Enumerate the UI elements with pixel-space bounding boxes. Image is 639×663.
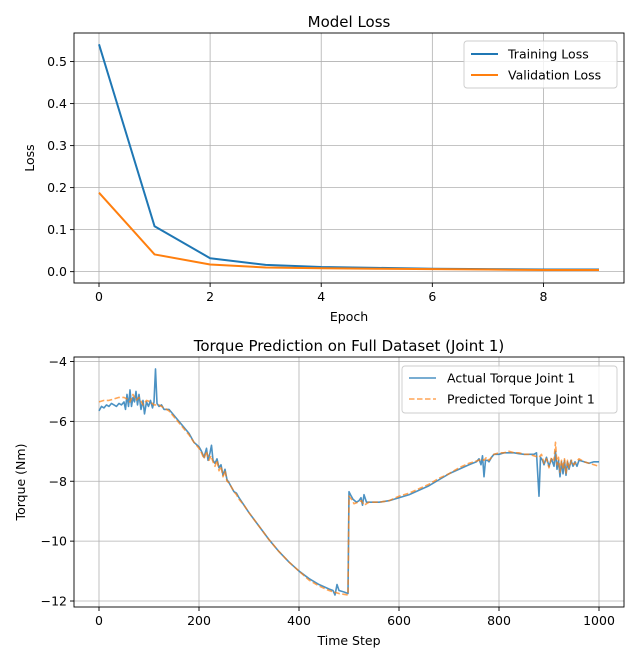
y-tick-label: 0.4 <box>47 96 67 111</box>
y-tick-label: 0.5 <box>47 54 67 69</box>
loss-chart-x-axis-label: Epoch <box>330 309 368 324</box>
torque-chart-legend: Actual Torque Joint 1 Predicted Torque J… <box>401 365 618 414</box>
torque-chart: Torque Prediction on Full Dataset (Joint… <box>13 337 625 648</box>
x-tick-label: 200 <box>187 613 211 628</box>
y-tick-label: 0.1 <box>47 222 67 237</box>
y-tick-label: −6 <box>49 414 67 429</box>
y-tick-label: −10 <box>41 534 67 549</box>
torque-chart-y-axis-label: Torque (Nm) <box>13 444 28 522</box>
y-tick-label: 0.3 <box>47 138 67 153</box>
loss-chart-title: Model Loss <box>308 13 391 31</box>
y-tick-label: −4 <box>49 354 67 369</box>
y-tick-label: 0.2 <box>47 180 67 195</box>
legend-label-training-loss: Training Loss <box>507 47 589 62</box>
legend-box <box>401 365 618 414</box>
loss-chart-grid <box>74 33 624 283</box>
x-tick-label: 4 <box>317 289 325 304</box>
x-tick-label: 0 <box>95 289 103 304</box>
y-tick-label: −12 <box>41 594 67 609</box>
y-tick-label: 0.0 <box>47 264 67 279</box>
x-tick-label: 1000 <box>583 613 615 628</box>
loss-chart-series <box>98 44 599 271</box>
x-tick-label: 600 <box>387 613 411 628</box>
torque-chart-y-axis: −12 −10 −8 −6 −4 <box>41 354 74 609</box>
loss-chart-y-axis-label: Loss <box>22 144 37 171</box>
torque-chart-title: Torque Prediction on Full Dataset (Joint… <box>193 337 505 355</box>
y-tick-label: −8 <box>49 474 67 489</box>
x-tick-label: 800 <box>487 613 511 628</box>
x-tick-label: 8 <box>539 289 547 304</box>
loss-chart-y-axis: 0.0 0.1 0.2 0.3 0.4 0.5 <box>47 54 74 279</box>
x-tick-label: 0 <box>95 613 103 628</box>
x-tick-label: 6 <box>428 289 436 304</box>
torque-chart-series <box>98 368 600 596</box>
x-tick-label: 2 <box>206 289 214 304</box>
torque-chart-plot-frame <box>73 356 625 608</box>
torque-chart-x-axis-label: Time Step <box>316 633 380 648</box>
legend-label-validation-loss: Validation Loss <box>508 68 601 83</box>
torque-chart-x-axis: 0 200 400 600 800 1000 <box>95 607 615 628</box>
legend-label-predicted-torque: Predicted Torque Joint 1 <box>447 392 595 407</box>
loss-chart: Model Loss 0 2 4 6 8 0.0 0.1 0.2 0.3 0.4 0.5 Epoc… <box>22 13 625 324</box>
x-tick-label: 400 <box>287 613 311 628</box>
loss-chart-x-axis: 0 2 4 6 8 <box>95 283 547 304</box>
torque-series-predicted-torque-joint-1-line <box>98 393 600 596</box>
loss-chart-legend: Training Loss Validation Loss <box>463 40 618 89</box>
legend-label-actual-torque: Actual Torque Joint 1 <box>447 371 575 386</box>
legend-box <box>463 40 618 89</box>
loss-series-validation-loss-line <box>98 191 599 271</box>
loss-chart-plot-frame <box>73 32 625 284</box>
